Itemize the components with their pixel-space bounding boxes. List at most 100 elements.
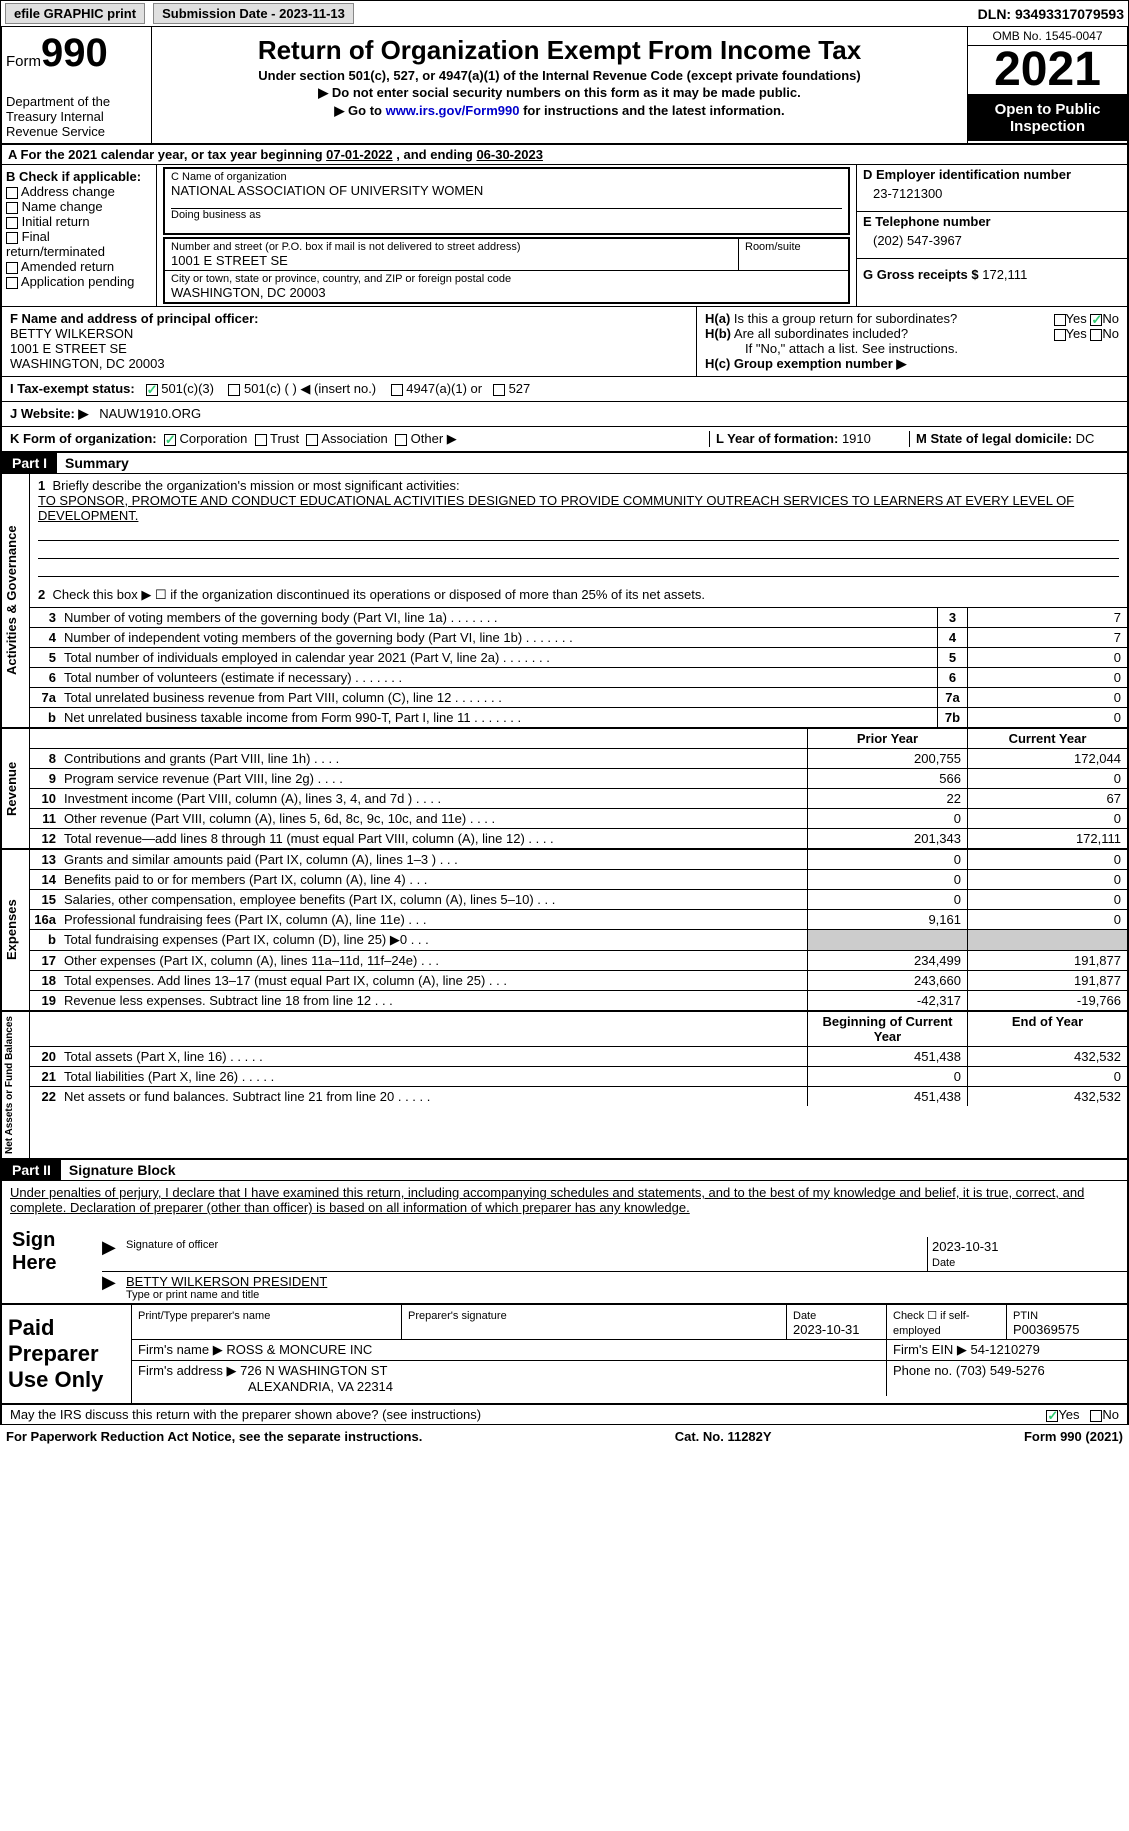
part2-header: Part II Signature Block (0, 1160, 1129, 1181)
irs-link[interactable]: www.irs.gov/Form990 (386, 103, 520, 118)
block-bcd: B Check if applicable: Address change Na… (0, 165, 1129, 307)
prep-row3: Firm's address ▶ 726 N WASHINGTON ST ALE… (132, 1361, 1127, 1396)
netassets-header: Beginning of Current Year End of Year (30, 1012, 1127, 1046)
part1-label: Summary (57, 453, 137, 473)
tax-year: 2021 (968, 46, 1127, 95)
form-subtitle: Under section 501(c), 527, or 4947(a)(1)… (158, 68, 961, 83)
sig-date: 2023-10-31 (932, 1239, 999, 1254)
table-row: 19Revenue less expenses. Subtract line 1… (30, 990, 1127, 1010)
chk-pending[interactable]: Application pending (6, 274, 152, 289)
row-i-tax: I Tax-exempt status: 501(c)(3) 501(c) ( … (0, 377, 1129, 402)
table-row: 14Benefits paid to or for members (Part … (30, 869, 1127, 889)
signature-block: Under penalties of perjury, I declare th… (0, 1181, 1129, 1305)
submission-date-button[interactable]: Submission Date - 2023-11-13 (153, 3, 354, 24)
header-mid: Return of Organization Exempt From Incom… (152, 27, 967, 143)
note-goto: ▶ Go to www.irs.gov/Form990 for instruct… (158, 103, 961, 119)
part1-bar: Part I (2, 453, 57, 473)
note-ssn: ▶ Do not enter social security numbers o… (158, 85, 961, 101)
table-row: 5Total number of individuals employed in… (30, 647, 1127, 667)
paid-preparer: Paid Preparer Use Only Print/Type prepar… (0, 1305, 1129, 1405)
vlabel-governance: Activities & Governance (2, 474, 30, 727)
chk-final[interactable]: Final return/terminated (6, 229, 152, 259)
table-row: 18Total expenses. Add lines 13–17 (must … (30, 970, 1127, 990)
row-j-website: J Website: ▶ NAUW1910.ORG (0, 402, 1129, 427)
ein-cell: D Employer identification number 23-7121… (857, 165, 1127, 212)
vlabel-revenue: Revenue (2, 729, 30, 848)
prep-row2: Firm's name ▶ ROSS & MONCURE INC Firm's … (132, 1340, 1127, 1361)
ha-no-check[interactable] (1090, 314, 1102, 326)
table-row: 6Total number of volunteers (estimate if… (30, 667, 1127, 687)
subdate-value: 2023-11-13 (279, 6, 345, 21)
table-row: 11Other revenue (Part VIII, column (A), … (30, 808, 1127, 828)
phone-cell: E Telephone number (202) 547-3967 (857, 212, 1127, 259)
table-row: 10Investment income (Part VIII, column (… (30, 788, 1127, 808)
year-formation: L Year of formation: 1910 (709, 431, 909, 447)
table-row: 21Total liabilities (Part X, line 26) . … (30, 1066, 1127, 1086)
room-suite-label: Room/suite (738, 239, 848, 270)
row-fh: F Name and address of principal officer:… (0, 307, 1129, 377)
officer-name: BETTY WILKERSON PRESIDENT (126, 1274, 1123, 1289)
discuss-row: May the IRS discuss this return with the… (0, 1405, 1129, 1425)
section-expenses: Expenses 13Grants and similar amounts pa… (0, 850, 1129, 1012)
header-left: Form990 Department of the Treasury Inter… (2, 27, 152, 143)
chk-corp[interactable] (164, 434, 176, 446)
chk-501c3[interactable] (146, 384, 158, 396)
table-row: 9Program service revenue (Part VIII, lin… (30, 768, 1127, 788)
row-a-calendar: A For the 2021 calendar year, or tax yea… (0, 145, 1129, 165)
section-netassets: Net Assets or Fund Balances Beginning of… (0, 1012, 1129, 1160)
vlabel-netassets: Net Assets or Fund Balances (2, 1012, 30, 1158)
header-right: OMB No. 1545-0047 2021 Open to Public In… (967, 27, 1127, 143)
sign-here-row: Sign Here ▶ Signature of officer 2023-10… (2, 1219, 1127, 1303)
dln: DLN: 93493317079593 (978, 6, 1124, 22)
table-row: 8Contributions and grants (Part VIII, li… (30, 748, 1127, 768)
website-value: NAUW1910.ORG (99, 406, 201, 421)
form-990-label: Form990 (6, 31, 147, 76)
table-row: 3Number of voting members of the governi… (30, 607, 1127, 627)
chk-initial[interactable]: Initial return (6, 214, 152, 229)
part1-header: Part I Summary (0, 453, 1129, 474)
table-row: 16aProfessional fundraising fees (Part I… (30, 909, 1127, 929)
sig-declaration: Under penalties of perjury, I declare th… (2, 1181, 1127, 1219)
table-row: 12Total revenue—add lines 8 through 11 (… (30, 828, 1127, 848)
table-row: 15Salaries, other compensation, employee… (30, 889, 1127, 909)
table-row: 22Net assets or fund balances. Subtract … (30, 1086, 1127, 1106)
table-row: 4Number of independent voting members of… (30, 627, 1127, 647)
org-name: NATIONAL ASSOCIATION OF UNIVERSITY WOMEN (171, 183, 842, 198)
table-row: 13Grants and similar amounts paid (Part … (30, 850, 1127, 869)
part2-bar: Part II (2, 1160, 61, 1180)
topbar: efile GRAPHIC print Submission Date - 20… (0, 0, 1129, 27)
line1-mission: 1 Briefly describe the organization's mi… (30, 474, 1127, 583)
org-name-box: C Name of organization NATIONAL ASSOCIAT… (163, 167, 850, 235)
table-row: 20Total assets (Part X, line 16) . . . .… (30, 1046, 1127, 1066)
part2-label: Signature Block (61, 1160, 184, 1180)
table-row: 17Other expenses (Part IX, column (A), l… (30, 950, 1127, 970)
arrow-icon: ▶ (102, 1272, 122, 1303)
col-b: B Check if applicable: Address change Na… (2, 165, 157, 306)
org-city: WASHINGTON, DC 20003 (171, 285, 842, 300)
dept-label: Department of the Treasury Internal Reve… (6, 94, 147, 139)
h-block: H(a) Is this a group return for subordin… (697, 307, 1127, 376)
org-street: 1001 E STREET SE (171, 253, 732, 268)
chk-amended[interactable]: Amended return (6, 259, 152, 274)
efile-button[interactable]: efile GRAPHIC print (5, 3, 145, 24)
open-public-badge: Open to Public Inspection (968, 95, 1127, 141)
table-row: 7aTotal unrelated business revenue from … (30, 687, 1127, 707)
table-row: bTotal fundraising expenses (Part IX, co… (30, 929, 1127, 950)
discuss-yes-check[interactable] (1046, 1410, 1058, 1422)
vlabel-expenses: Expenses (2, 850, 30, 1010)
section-revenue: Revenue Prior Year Current Year 8Contrib… (0, 729, 1129, 850)
col-d: D Employer identification number 23-7121… (857, 165, 1127, 306)
chk-address[interactable]: Address change (6, 184, 152, 199)
form-title: Return of Organization Exempt From Incom… (158, 35, 961, 66)
revenue-header: Prior Year Current Year (30, 729, 1127, 748)
principal-officer: F Name and address of principal officer:… (2, 307, 697, 376)
state-domicile: M State of legal domicile: DC (909, 431, 1119, 447)
chk-name[interactable]: Name change (6, 199, 152, 214)
line2-checkbox: 2 Check this box ▶ ☐ if the organization… (30, 583, 1127, 607)
addr-box: Number and street (or P.O. box if mail i… (163, 237, 850, 304)
prep-row1: Print/Type preparer's name Preparer's si… (132, 1305, 1127, 1340)
subdate-label: Submission Date - (162, 6, 279, 21)
discuss-no-check[interactable] (1090, 1410, 1102, 1422)
arrow-icon: ▶ (102, 1237, 122, 1271)
form-header: Form990 Department of the Treasury Inter… (0, 27, 1129, 145)
